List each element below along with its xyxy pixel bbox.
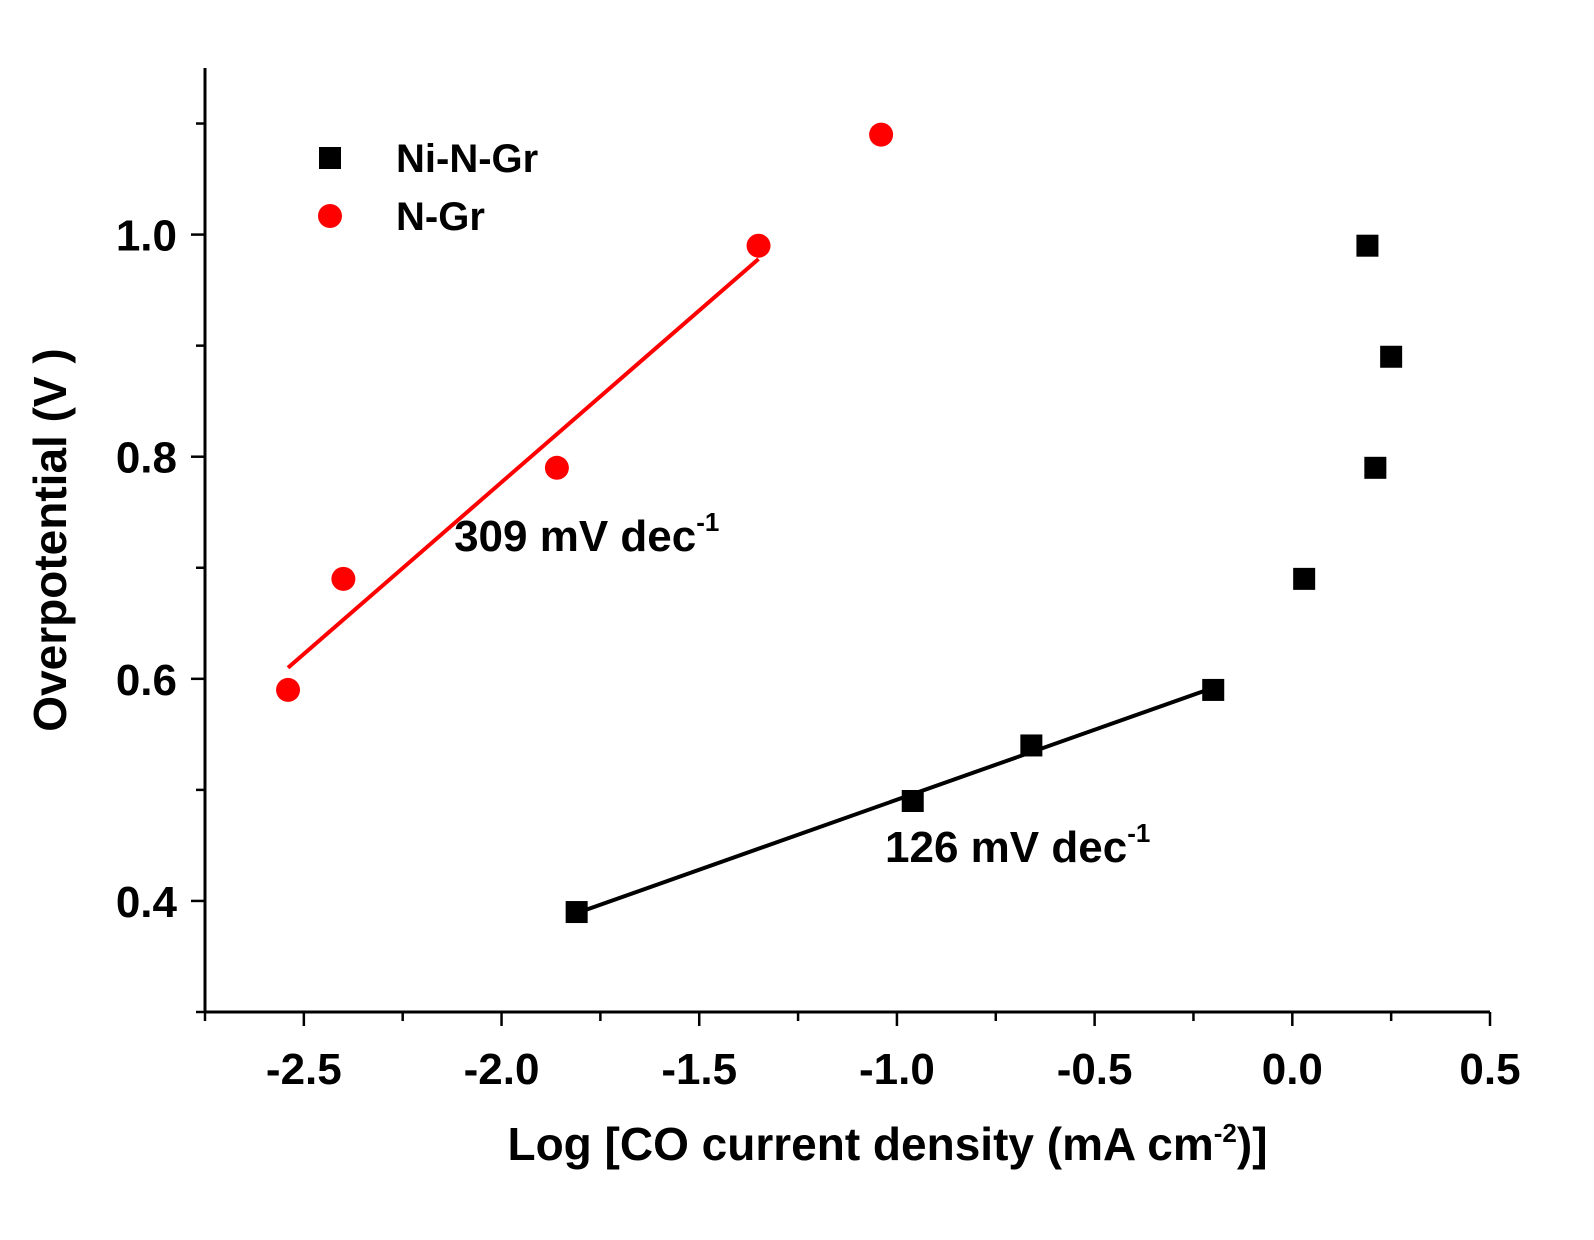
y-tick-label: 0.8 xyxy=(116,434,177,483)
data-point-square xyxy=(1202,678,1225,701)
x-tick-label: -0.5 xyxy=(1057,1045,1133,1094)
x-tick-label: 0.0 xyxy=(1262,1045,1323,1094)
data-point-square xyxy=(901,789,924,812)
y-axis-title: Overpotential (V ) xyxy=(24,348,76,731)
slope-annotation: 309 mV dec-1 xyxy=(454,507,719,561)
slope-annotation: 126 mV dec-1 xyxy=(885,818,1150,872)
x-tick-label: -1.0 xyxy=(859,1045,935,1094)
data-point-circle xyxy=(331,566,356,591)
data-point-circle xyxy=(544,455,569,480)
data-points xyxy=(276,122,1403,924)
legend-label: Ni-N-Gr xyxy=(396,137,538,181)
data-point-square xyxy=(1020,734,1043,757)
axis-ticks: -2.5 -2.0 -1.5 -1.0 -0.5 0.0 0.5 0.4 0.6 0.8 1.0 xyxy=(116,122,1521,1094)
x-tick-label: 0.5 xyxy=(1459,1045,1520,1094)
x-tick-label: -2.5 xyxy=(266,1045,342,1094)
fit-lines xyxy=(286,257,1214,916)
x-axis-title: Log [CO current density (mA cm-2)] xyxy=(507,1118,1267,1170)
legend-label: N-Gr xyxy=(396,195,485,239)
x-tick-label: -2.0 xyxy=(464,1045,540,1094)
y-tick-label: 0.6 xyxy=(116,656,177,705)
y-tick-label: 0.4 xyxy=(116,878,178,927)
plot-area: -2.5 -2.0 -1.5 -1.0 -0.5 0.0 0.5 0.4 0.6 0.8 1.0 1… xyxy=(116,68,1521,1094)
x-tick-label: -1.5 xyxy=(661,1045,737,1094)
legend-marker-square xyxy=(319,147,341,169)
data-point-circle xyxy=(746,233,771,258)
fit-line xyxy=(575,685,1214,916)
data-point-square xyxy=(1356,234,1379,257)
fit-line xyxy=(286,257,760,670)
legend-marker-circle xyxy=(318,204,342,228)
data-point-circle xyxy=(276,677,301,702)
legend: Ni-N-Gr N-Gr xyxy=(318,137,538,239)
data-point-circle xyxy=(869,122,894,147)
slope-annotations: 126 mV dec-1 309 mV dec-1 xyxy=(454,507,1150,872)
data-point-square xyxy=(1380,345,1403,368)
data-point-square xyxy=(1364,456,1387,479)
data-point-square xyxy=(565,901,588,924)
data-point-square xyxy=(1293,567,1316,590)
y-tick-label: 1.0 xyxy=(116,212,177,261)
